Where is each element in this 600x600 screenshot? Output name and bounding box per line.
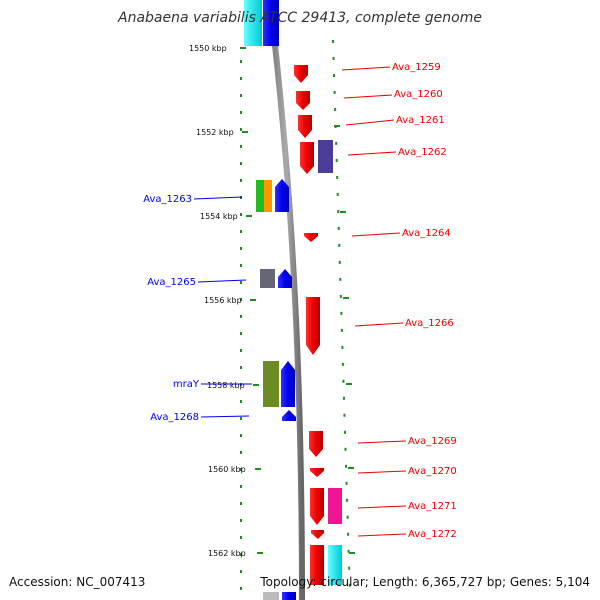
gene-feature[interactable] [260, 269, 275, 288]
gene-feature[interactable] [282, 410, 296, 421]
gene-label[interactable]: Ava_1265 [147, 277, 196, 288]
accession-text: Accession: NC_007413 [9, 575, 146, 589]
gene-feature[interactable] [256, 180, 264, 212]
gene-feature[interactable] [309, 431, 323, 457]
gene-label[interactable]: Ava_1259 [392, 62, 441, 73]
gene-label[interactable]: Ava_1266 [405, 318, 454, 329]
gene-feature[interactable] [263, 0, 279, 46]
gene-feature[interactable] [311, 530, 324, 539]
gene-feature[interactable] [328, 488, 342, 524]
gene-feature[interactable] [264, 180, 272, 212]
gene-feature[interactable] [263, 361, 279, 407]
gene-label[interactable]: mraY [173, 379, 200, 390]
gene-feature[interactable] [306, 297, 320, 355]
gene-feature[interactable] [275, 179, 289, 212]
scale-labels: 1550 kbp 1552 kbp 1554 kbp 1556 kbp 1558… [189, 44, 246, 558]
map-title: Anabaena variabilis ATCC 29413, complete… [118, 10, 482, 26]
gene-label[interactable]: Ava_1271 [408, 501, 457, 512]
scale-label: 1562 kbp [208, 549, 246, 558]
gene-feature[interactable] [310, 545, 324, 585]
scale-label: 1560 kbp [208, 465, 246, 474]
left-gene-labels [193, 196, 252, 418]
major-ticks [240, 47, 355, 554]
gene-label[interactable]: Ava_1260 [394, 89, 443, 100]
gene-feature[interactable] [278, 269, 292, 288]
gene-feature[interactable] [304, 233, 318, 242]
gene-label[interactable]: Ava_1269 [408, 436, 457, 447]
scale-label: 1550 kbp [189, 44, 227, 53]
gene-feature[interactable] [318, 140, 333, 173]
gene-label[interactable]: Ava_1268 [150, 412, 199, 423]
gene-feature[interactable] [328, 545, 342, 585]
gene-feature[interactable] [263, 592, 279, 600]
gene-feature[interactable] [296, 91, 310, 110]
topology-text: Topology: circular; Length: 6,365,727 bp… [260, 575, 590, 589]
gene-feature[interactable] [298, 115, 312, 138]
gene-feature[interactable] [310, 488, 324, 525]
genome-backbone [267, 0, 305, 600]
left-gene-label-texts: Ava_1263 Ava_1265 mraY Ava_1268 [143, 194, 200, 423]
scale-label: 1558 kbp [207, 381, 245, 390]
gene-label[interactable]: Ava_1263 [143, 194, 192, 205]
gene-feature[interactable] [294, 65, 308, 83]
gene-label[interactable]: Ava_1272 [408, 529, 457, 540]
gene-feature[interactable] [281, 361, 295, 407]
gene-label[interactable]: Ava_1262 [398, 147, 447, 158]
gene-label[interactable]: Ava_1264 [402, 228, 451, 239]
gene-feature[interactable] [282, 592, 296, 600]
gene-feature[interactable] [310, 468, 324, 477]
gene-label[interactable]: Ava_1270 [408, 466, 457, 477]
gene-feature[interactable] [300, 142, 314, 174]
scale-label: 1554 kbp [200, 212, 238, 221]
right-gene-labels [341, 66, 407, 537]
gene-label[interactable]: Ava_1261 [396, 115, 445, 126]
gene-features [244, 0, 342, 600]
right-gene-label-texts: Ava_1259 Ava_1260 Ava_1261 Ava_1262 Ava_… [392, 62, 457, 540]
scale-label: 1556 kbp [204, 296, 242, 305]
gene-feature[interactable] [244, 0, 262, 46]
scale-label: 1552 kbp [196, 128, 234, 137]
